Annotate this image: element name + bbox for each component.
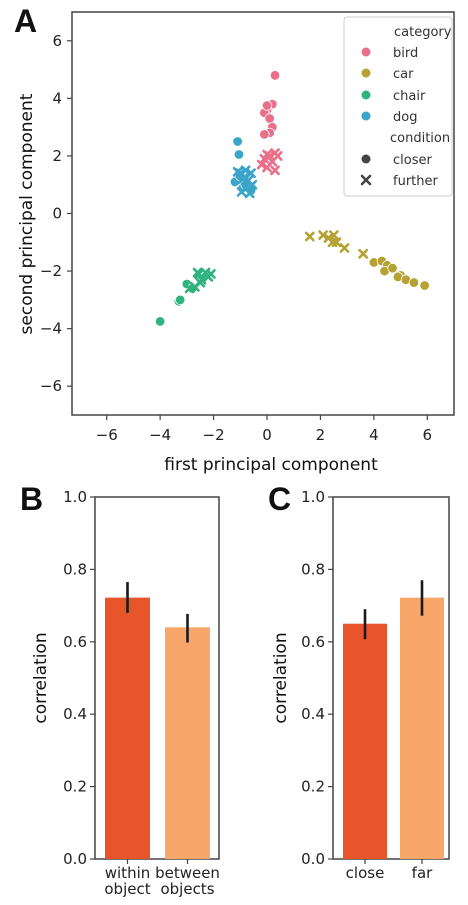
- y-axis-label: second principal component: [17, 93, 37, 334]
- point-dog-further: [232, 166, 243, 177]
- x-axis-ticks: −6 −4 −2 0 2 4 6: [96, 415, 432, 444]
- y-tick-label: 0.8: [301, 560, 325, 578]
- scatter-panel: −6 −4 −2 0 2 4 6 −6 −4 −2 0 2 4 6 first principal co…: [17, 11, 455, 475]
- bar: [165, 627, 210, 859]
- legend-label-dog: dog: [393, 110, 417, 125]
- panel-letter-c: C: [268, 481, 291, 517]
- y-tick-label: 0.6: [63, 633, 87, 651]
- bar-plot-frame-c: [332, 496, 450, 860]
- point-car-further: [304, 231, 315, 242]
- legend-title-condition: condition: [390, 131, 450, 146]
- legend-label-car: car: [393, 67, 414, 82]
- point-car-further: [318, 230, 329, 240]
- point-dog-further: [247, 179, 258, 190]
- point-car-closer: [419, 280, 430, 291]
- y-tick-label: 0.2: [301, 778, 325, 796]
- legend-marker-chair: [361, 90, 371, 100]
- point-chair-closer: [174, 294, 186, 306]
- legend-label-chair: chair: [393, 89, 426, 104]
- y-tick-label: 0.2: [63, 778, 87, 796]
- panel-letter-b: B: [20, 481, 43, 517]
- y-tick-label: 0.8: [63, 560, 87, 578]
- point-bird-further: [262, 162, 272, 173]
- legend-marker-bird: [361, 47, 371, 57]
- y-tick-label: −4: [40, 320, 62, 338]
- legend-marker-car: [361, 68, 371, 78]
- legend-title-category: category: [394, 25, 452, 40]
- point-dog-closer: [232, 136, 243, 147]
- x-tick-label: −6: [96, 426, 118, 444]
- y-axis-label-c: correlation: [271, 632, 291, 723]
- y-tick-label: 1.0: [63, 488, 87, 506]
- panel-letter-a: A: [14, 3, 37, 39]
- legend-marker-further: [360, 174, 372, 186]
- point-chair-further: [195, 277, 206, 288]
- x-tick-label: within: [105, 864, 151, 882]
- x-tick-label: close: [346, 864, 385, 882]
- legend-label-bird: bird: [393, 46, 418, 61]
- x-tick-label: between: [155, 864, 220, 882]
- bar-plot-frame-b: [94, 496, 220, 860]
- point-dog-further: [236, 187, 247, 197]
- y-tick-label: 6: [52, 32, 62, 50]
- point-bird-further: [259, 153, 270, 164]
- bar: [343, 623, 387, 859]
- y-tick-label: 2: [52, 147, 62, 165]
- legend-label-further: further: [393, 174, 438, 189]
- y-tick-label: 0.0: [301, 850, 325, 868]
- x-tick-label: 0: [262, 426, 272, 444]
- legend-label-closer: closer: [393, 153, 432, 168]
- point-chair-further: [192, 267, 203, 278]
- point-car-further: [339, 243, 350, 253]
- point-chair-further: [206, 269, 216, 279]
- legend: category bird car chair dog condition cl…: [343, 16, 453, 197]
- x-tick-label: 4: [369, 426, 379, 444]
- x-tick-label: 2: [316, 426, 326, 444]
- point-chair-closer: [154, 316, 166, 327]
- point-bird-further: [270, 165, 280, 176]
- bar: [400, 597, 444, 859]
- point-dog-further: [246, 168, 256, 179]
- x-tick-label: −4: [149, 426, 171, 444]
- bar-content-c: 0.0 0.2 0.4 0.6 0.8 1.0 close far: [301, 488, 444, 882]
- point-bird-closer: [261, 100, 273, 111]
- y-tick-label: 0.4: [301, 705, 325, 723]
- bar: [105, 597, 150, 859]
- y-tick-label: −2: [40, 262, 62, 280]
- y-tick-label: 0.4: [63, 705, 87, 723]
- point-bird-closer: [269, 70, 281, 81]
- point-bird-closer: [259, 129, 270, 140]
- bar-panel-c: 0.0 0.2 0.4 0.6 0.8 1.0 close far correlation: [271, 488, 450, 882]
- x-tick-label: far: [412, 864, 433, 882]
- point-car-further: [327, 237, 338, 248]
- scatter-points: [154, 70, 430, 327]
- y-tick-label: 0.0: [63, 850, 87, 868]
- point-bird-further: [264, 151, 275, 161]
- point-car-closer: [408, 277, 420, 288]
- y-tick-label: 0.6: [301, 633, 325, 651]
- y-axis-label-b: correlation: [31, 632, 51, 723]
- point-dog-closer: [233, 149, 245, 160]
- x-axis-label: first principal component: [164, 455, 378, 475]
- y-tick-label: 1.0: [301, 488, 325, 506]
- point-bird-further: [256, 159, 267, 170]
- legend-box: [343, 16, 453, 197]
- point-bird-closer: [264, 113, 275, 124]
- x-tick-label: −2: [203, 426, 225, 444]
- x-tick-label: objects: [160, 880, 214, 898]
- y-tick-label: −6: [40, 377, 62, 395]
- x-tick-label: object: [104, 880, 150, 898]
- point-car-closer: [387, 262, 398, 274]
- y-axis-ticks: −6 −4 −2 0 2 4 6: [40, 32, 72, 395]
- y-tick-label: 0: [52, 205, 62, 223]
- legend-marker-closer: [361, 154, 371, 164]
- legend-marker-dog: [361, 111, 371, 121]
- point-dog-further: [244, 188, 255, 199]
- y-tick-label: 4: [52, 89, 62, 107]
- x-tick-label: 6: [423, 426, 433, 444]
- point-car-further: [358, 248, 369, 259]
